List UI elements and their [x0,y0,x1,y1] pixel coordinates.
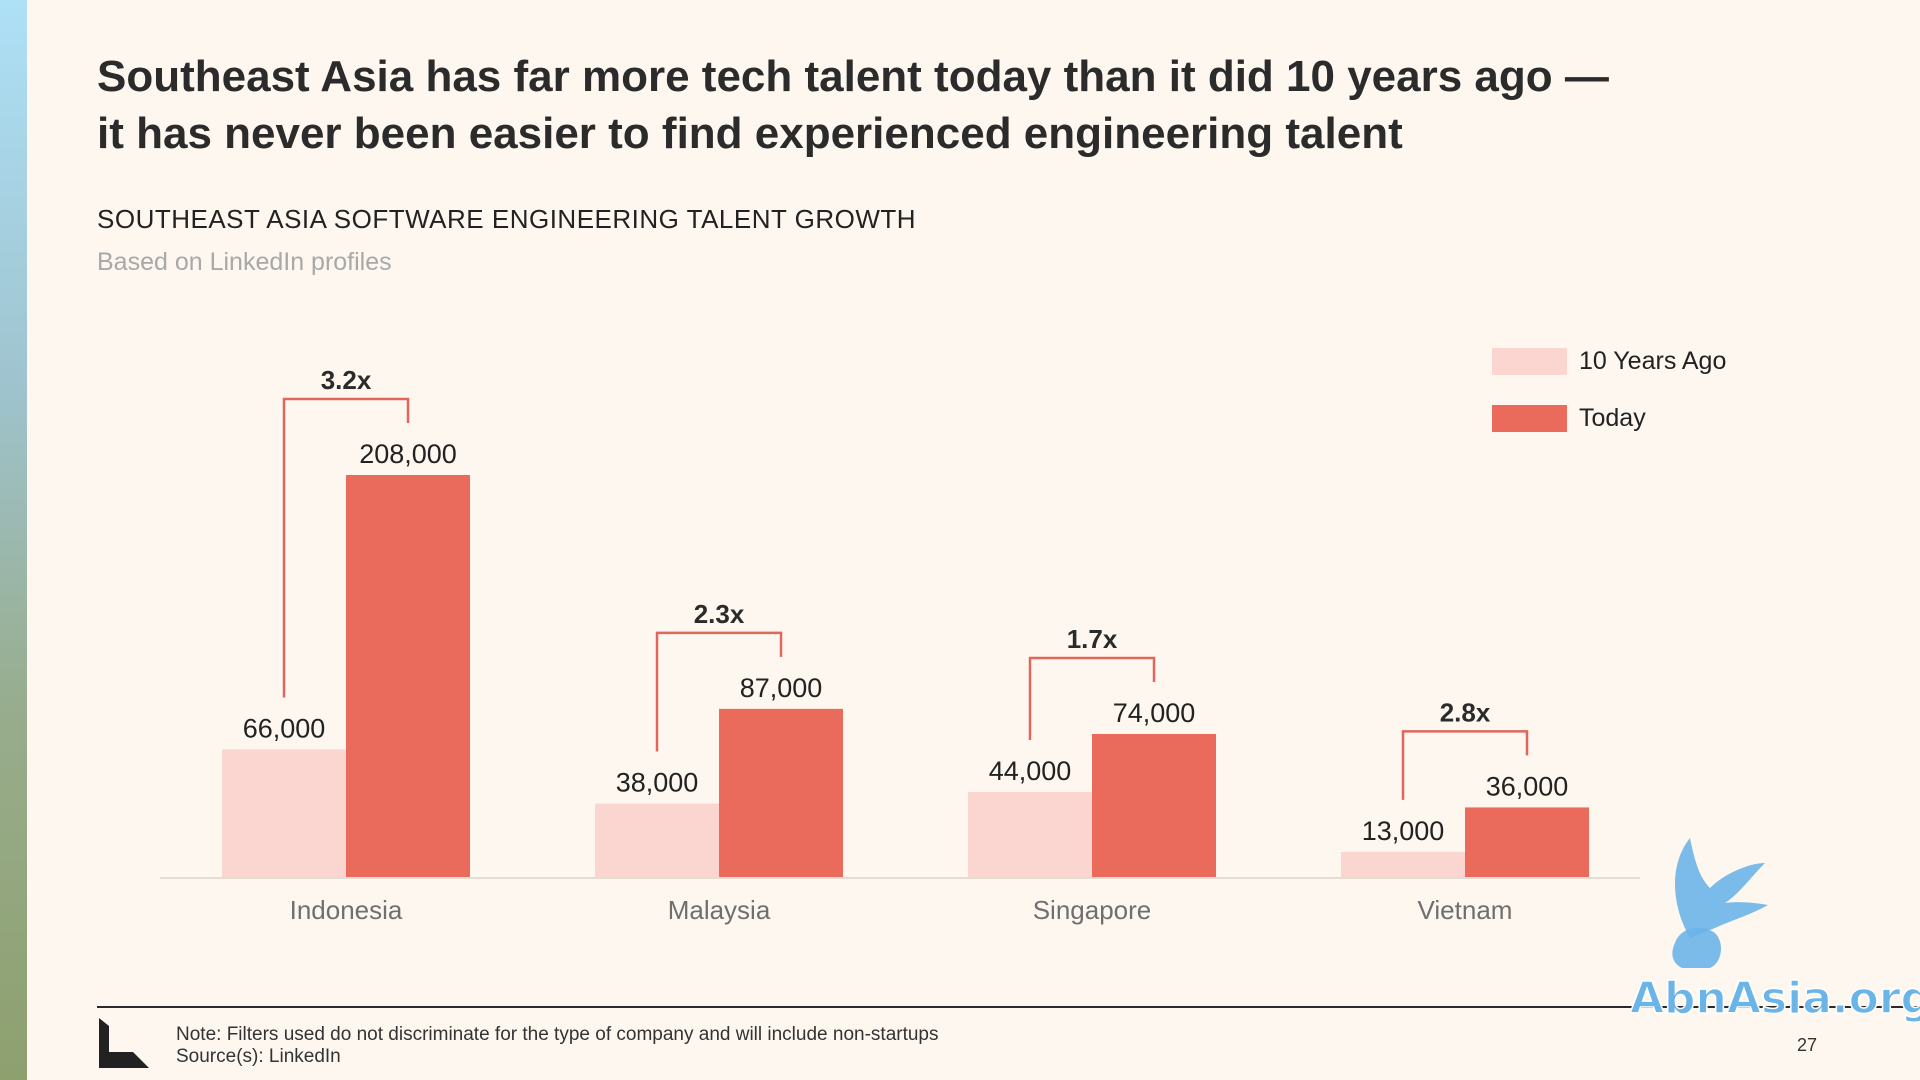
chart-subtitle: Based on LinkedIn profiles [97,248,392,276]
growth-bracket-singapore [1028,656,1156,740]
side-accent-strip [0,0,27,1080]
x-tick-label-singapore: Singapore [1033,895,1152,925]
growth-bracket-malaysia [655,631,783,752]
data-label-today-singapore: 74,000 [1113,698,1196,728]
bar-today-malaysia [719,708,843,877]
bar-ten-years-ago-malaysia [595,803,719,877]
data-label-today-malaysia: 87,000 [740,673,823,703]
footer-note: Note: Filters used do not discriminate f… [176,1024,939,1045]
bar-today-singapore [1092,733,1216,877]
legend-swatch-10-years-ago [1492,347,1567,375]
legend-item-today: Today [1492,403,1726,433]
chart-legend: 10 Years Ago Today [1492,346,1726,460]
data-label-ten-years-ago-indonesia: 66,000 [243,713,326,743]
legend-label-today: Today [1579,403,1646,432]
growth-bracket-vietnam [1401,730,1529,800]
watermark-text: AbnAsia.org [1630,973,1920,1023]
bar-today-indonesia [346,475,470,877]
footer-divider [97,1006,1920,1008]
winged-lion-icon [1672,838,1768,968]
x-tick-label-indonesia: Indonesia [290,895,403,925]
legend-swatch-today [1492,404,1567,432]
bar-today-vietnam [1465,807,1589,877]
growth-label-singapore: 1.7x [1067,624,1118,654]
page-headline: Southeast Asia has far more tech talent … [97,48,1697,162]
headline-line-2: it has never been easier to find experie… [97,109,1403,158]
headline-line-1: Southeast Asia has far more tech talent … [97,52,1609,101]
data-label-ten-years-ago-malaysia: 38,000 [616,768,699,798]
data-label-ten-years-ago-vietnam: 13,000 [1362,816,1445,846]
watermark-logo: AbnAsia.org [1630,838,1920,1023]
company-logo-icon [99,1018,149,1068]
chart-title: SOUTHEAST ASIA SOFTWARE ENGINEERING TALE… [97,204,917,234]
page-number: 27 [1797,1035,1818,1055]
data-label-today-indonesia: 208,000 [359,439,457,469]
footer-source: Source(s): LinkedIn [176,1046,341,1067]
bar-chart: 66,000 208,000 3.2x Indonesia 38,000 87,000 2.… [160,365,1640,925]
x-tick-label-vietnam: Vietnam [1418,895,1513,925]
legend-label-10-years-ago: 10 Years Ago [1579,346,1727,375]
growth-label-malaysia: 2.3x [694,599,745,629]
bar-ten-years-ago-indonesia [222,749,346,877]
bar-ten-years-ago-singapore [968,791,1092,877]
legend-item-10-years-ago: 10 Years Ago [1492,346,1726,376]
growth-label-vietnam: 2.8x [1440,697,1491,727]
data-label-ten-years-ago-singapore: 44,000 [989,756,1072,786]
growth-label-indonesia: 3.2x [321,365,372,395]
footer-notes: Note: Filters used do not discriminate f… [176,1024,939,1068]
x-tick-label-malaysia: Malaysia [668,895,771,925]
bar-ten-years-ago-vietnam [1341,851,1465,877]
growth-bracket-indonesia [282,397,410,698]
data-label-today-vietnam: 36,000 [1486,771,1569,801]
